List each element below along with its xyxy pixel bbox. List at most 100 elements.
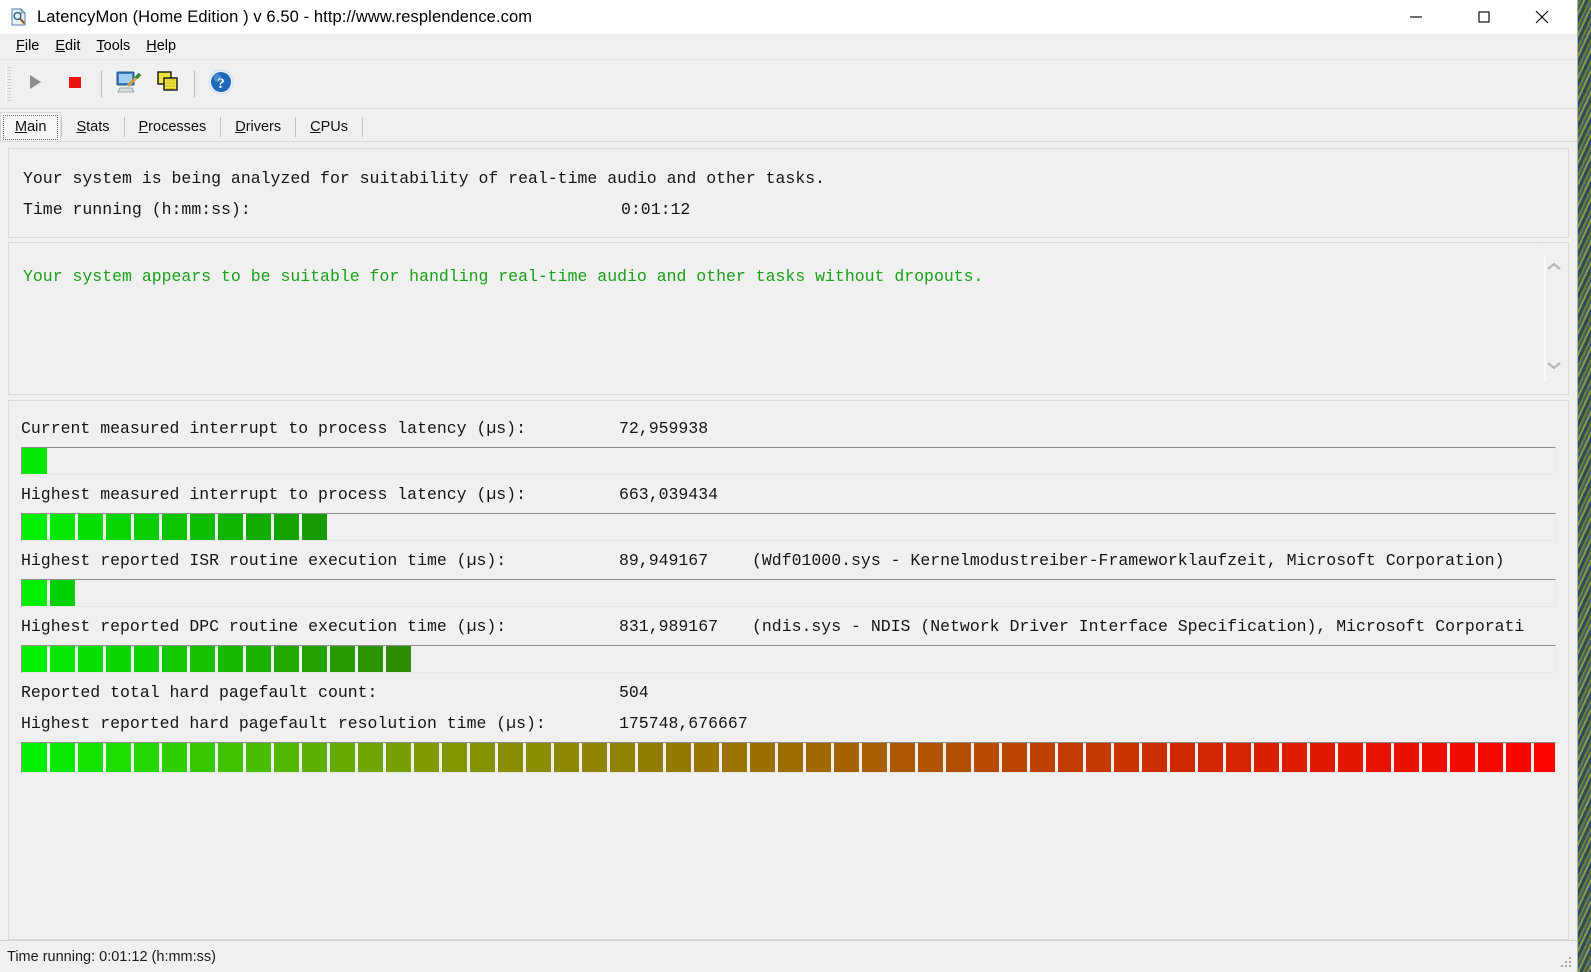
- toolbar-separator-2: [194, 71, 195, 97]
- bar-segment: [22, 580, 47, 606]
- bar-segment: [666, 743, 691, 772]
- highest-dpc-label: Highest reported DPC routine execution t…: [21, 617, 507, 636]
- latencymon-app-icon: [10, 8, 28, 26]
- time-running-value: 0:01:12: [621, 200, 691, 219]
- bar-segment: [162, 646, 187, 672]
- bar-segment: [1338, 743, 1363, 772]
- stop-monitoring-button[interactable]: [55, 64, 95, 104]
- metrics-panel: Current measured interrupt to process la…: [8, 400, 1569, 940]
- highest-isr-value: 89,949167: [619, 551, 709, 570]
- help-button[interactable]: ?: [201, 64, 241, 104]
- menu-bar: File Edit Tools Help: [0, 34, 1577, 60]
- menu-item-file[interactable]: File: [8, 36, 47, 57]
- metric-row-pagefault-count: Reported total hard pagefault count: 504: [21, 677, 1556, 708]
- bar-segment: [890, 743, 915, 772]
- bar-segment: [1422, 743, 1447, 772]
- bar-segment: [274, 743, 299, 772]
- tab-separator-4: [295, 117, 297, 137]
- monitor-with-wand-icon: [114, 68, 142, 101]
- bar-segment: [134, 743, 159, 772]
- bar-segment: [1394, 743, 1419, 772]
- bar-segment: [50, 514, 75, 540]
- bar-segment: [498, 743, 523, 772]
- start-monitoring-button[interactable]: [15, 64, 55, 104]
- tab-main[interactable]: Main: [0, 112, 62, 142]
- bar-segment: [1254, 743, 1279, 772]
- bar-segment: [946, 743, 971, 772]
- bar-segment: [22, 743, 47, 772]
- bar-segment: [1170, 743, 1195, 772]
- bar-segment: [106, 743, 131, 772]
- bar-segment: [78, 646, 103, 672]
- tab-stats[interactable]: Stats: [62, 112, 123, 142]
- tab-label-processes: rocesses: [148, 119, 207, 135]
- analyze-button[interactable]: [108, 64, 148, 104]
- bar-segment: [246, 646, 271, 672]
- bar-segment: [218, 743, 243, 772]
- highest-latency-label: Highest measured interrupt to process la…: [21, 485, 526, 504]
- verdict-scrollbar[interactable]: [1540, 245, 1566, 392]
- maximize-icon[interactable]: [1461, 0, 1507, 34]
- bar-segment: [302, 514, 327, 540]
- bar-segment: [554, 743, 579, 772]
- scrollbar-track[interactable]: [1544, 255, 1546, 382]
- summary-panel: Your system is being analyzed for suitab…: [8, 148, 1569, 238]
- bar-segment: [1534, 743, 1555, 772]
- highest-isr-bar: [21, 579, 1556, 607]
- tab-cpus[interactable]: CPUs: [296, 112, 362, 142]
- bar-segment: [778, 743, 803, 772]
- bar-segment: [218, 514, 243, 540]
- bar-segment: [1114, 743, 1139, 772]
- time-running-label: Time running (h:mm:ss):: [23, 200, 251, 219]
- bar-segment: [78, 514, 103, 540]
- bar-segment: [50, 580, 75, 606]
- tab-separator-3: [220, 117, 222, 137]
- pagefault-time-bar: [21, 742, 1556, 773]
- tab-label-drivers: rivers: [245, 119, 282, 135]
- bar-segment: [1002, 743, 1027, 772]
- menu-item-help[interactable]: Help: [138, 36, 184, 57]
- bar-segment: [274, 514, 299, 540]
- menu-item-edit[interactable]: Edit: [47, 36, 88, 57]
- windows-button[interactable]: [148, 64, 188, 104]
- play-triangle-icon: [25, 72, 45, 97]
- bar-segment: [106, 646, 131, 672]
- menu-label-tools: ools: [103, 38, 131, 54]
- tab-accel-p: P: [138, 119, 149, 135]
- bar-segment: [274, 646, 299, 672]
- highest-latency-value: 663,039434: [619, 485, 719, 504]
- menu-label-help: elp: [156, 38, 177, 54]
- metric-row-highest-isr: Highest reported ISR routine execution t…: [21, 545, 1556, 576]
- current-latency-value: 72,959938: [619, 419, 709, 438]
- tab-processes[interactable]: Processes: [125, 112, 221, 142]
- menu-item-tools[interactable]: Tools: [88, 36, 138, 57]
- blue-question-mark-icon: ?: [207, 68, 235, 101]
- bar-segment: [246, 514, 271, 540]
- chevron-down-icon[interactable]: [1546, 358, 1562, 376]
- bar-segment: [190, 743, 215, 772]
- metric-row-highest-latency: Highest measured interrupt to process la…: [21, 479, 1556, 510]
- close-icon[interactable]: [1519, 0, 1565, 34]
- metric-row-current-latency: Current measured interrupt to process la…: [21, 413, 1556, 444]
- bar-segment: [638, 743, 663, 772]
- bar-segment: [22, 514, 47, 540]
- toolbar-grip[interactable]: [6, 67, 11, 101]
- highest-latency-bar: [21, 513, 1556, 541]
- resize-grip-icon[interactable]: [1559, 955, 1573, 969]
- stop-square-icon: [65, 72, 85, 97]
- menu-accel-h: H: [146, 38, 157, 54]
- pagefault-time-label: Highest reported hard pagefault resoluti…: [21, 714, 546, 733]
- highest-dpc-detail: (ndis.sys - NDIS (Network Driver Interfa…: [752, 617, 1525, 636]
- verdict-text: Your system appears to be suitable for h…: [23, 267, 984, 286]
- title-bar: LatencyMon (Home Edition ) v 6.50 - http…: [0, 0, 1577, 34]
- tab-drivers[interactable]: Drivers: [221, 112, 295, 142]
- bar-segment: [162, 743, 187, 772]
- bar-segment: [862, 743, 887, 772]
- minimize-icon[interactable]: [1393, 0, 1439, 34]
- two-windows-icon: [155, 69, 181, 100]
- bar-segment: [50, 646, 75, 672]
- chevron-up-icon[interactable]: [1546, 259, 1562, 277]
- highest-isr-detail: (Wdf01000.sys - Kernelmodustreiber-Frame…: [752, 551, 1505, 570]
- analysis-headline: Your system is being analyzed for suitab…: [23, 169, 826, 188]
